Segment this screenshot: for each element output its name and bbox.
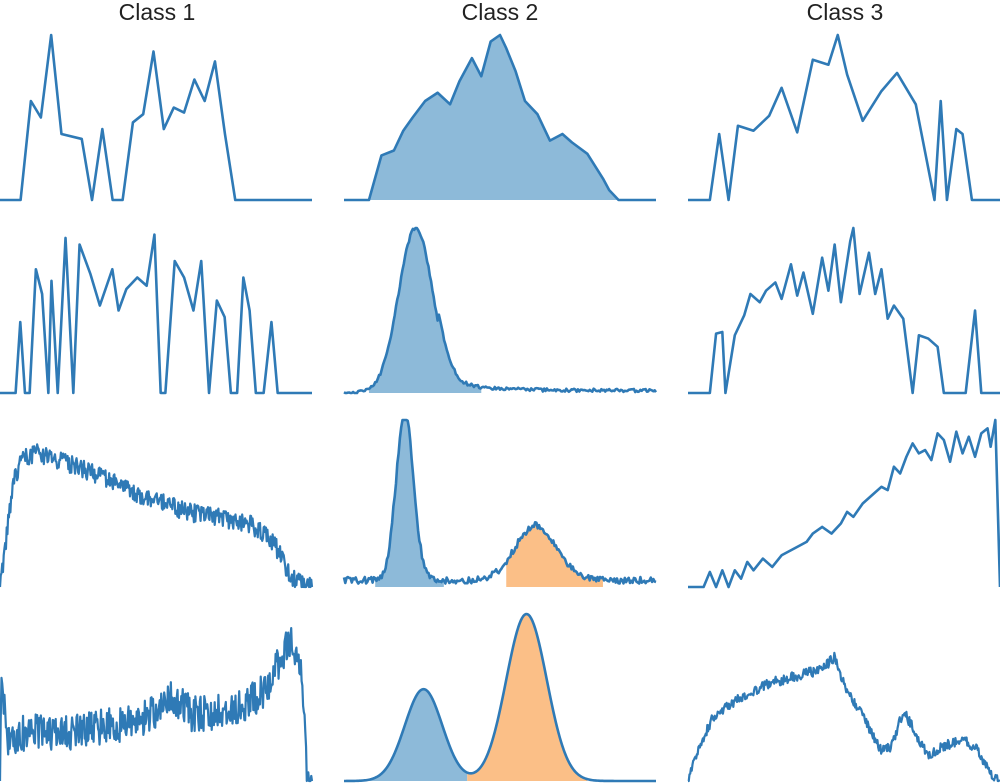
panel-row-4-class-3	[687, 651, 1000, 783]
panel-row-2-class-3	[688, 226, 1000, 395]
series-line	[688, 226, 1000, 395]
shaded-region-blue-1	[368, 35, 628, 200]
series-line	[344, 33, 656, 202]
series-line	[344, 612, 656, 783]
shaded-region-blue-1	[359, 689, 468, 781]
panel-row-1-class-2	[344, 33, 656, 202]
panel-row-2-class-1	[0, 233, 312, 395]
panel-row-3-class-2	[342, 418, 657, 587]
series-line	[688, 418, 1000, 589]
series-line	[0, 443, 314, 589]
panel-row-4-class-1	[0, 626, 314, 783]
column-title-class-2: Class 2	[462, 0, 539, 25]
shaded-region-orange-2	[506, 522, 603, 587]
column-title-class-1: Class 1	[119, 0, 196, 25]
series-line	[0, 233, 312, 395]
shaded-region-blue-1	[375, 420, 444, 587]
panel-row-4-class-2	[344, 612, 656, 783]
panel-grid	[0, 33, 1000, 783]
column-title-class-3: Class 3	[807, 0, 884, 25]
series-line	[0, 626, 314, 783]
series-line	[688, 33, 1000, 202]
series-line	[0, 33, 312, 202]
panel-row-1-class-1	[0, 33, 312, 202]
panel-row-2-class-2	[343, 226, 658, 395]
panel-row-3-class-1	[0, 443, 314, 589]
panel-row-3-class-3	[688, 418, 1000, 589]
shaded-region-orange-2	[467, 614, 588, 781]
panel-row-1-class-3	[688, 33, 1000, 202]
series-line	[687, 651, 1000, 783]
series-line	[343, 226, 658, 395]
series-line	[342, 418, 657, 585]
shaded-region-blue-1	[368, 228, 482, 393]
